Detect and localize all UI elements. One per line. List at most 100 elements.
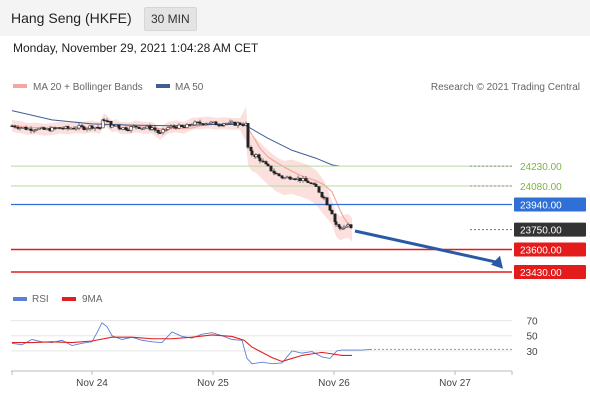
candle-body <box>317 186 321 193</box>
candle-body <box>158 132 162 134</box>
rsi-ma-line <box>12 334 352 363</box>
rsi-pane: 70 50 30 <box>11 317 538 365</box>
x-tick-label: Nov 27 <box>439 378 471 389</box>
candle-body <box>338 226 342 229</box>
level-label: 23940.00 <box>520 201 562 212</box>
legend-swatch-rsi <box>13 297 27 301</box>
candle-body <box>26 128 30 131</box>
level-label: 23750.00 <box>520 226 562 237</box>
candle-body <box>21 126 25 129</box>
candle-body <box>238 122 242 125</box>
level-label: 24080.00 <box>520 182 562 193</box>
candle-body <box>342 226 346 229</box>
rsi-tick-label: 70 <box>526 317 538 328</box>
level-label: 23600.00 <box>520 246 562 257</box>
ma50-line <box>11 110 341 167</box>
candle-body <box>214 121 218 126</box>
candle-body <box>220 124 224 127</box>
candle-body <box>166 127 170 130</box>
candle-body <box>285 176 289 179</box>
candle-body <box>174 126 178 129</box>
candle-body <box>309 182 313 185</box>
forecast-arrow-line <box>354 229 500 265</box>
candle-body <box>61 127 65 130</box>
level-label: 24230.00 <box>520 162 562 173</box>
candle-body <box>102 119 106 122</box>
candle-body <box>93 126 97 129</box>
price-pane: 24230.00 24080.00 23940.00 23750.00 23600.00… <box>10 107 586 279</box>
candle-body <box>334 221 338 225</box>
candle-body <box>24 126 28 130</box>
candle-body <box>42 127 46 130</box>
candle-body <box>69 127 73 130</box>
candle-body <box>182 126 186 129</box>
candle-body <box>193 121 197 126</box>
legend-swatch-bollinger <box>13 84 27 88</box>
candle-body <box>85 128 89 130</box>
candle-body <box>177 124 181 129</box>
level-label: 23430.00 <box>520 268 562 279</box>
candle-body <box>90 125 94 129</box>
ma20-line <box>11 122 353 228</box>
candle-body <box>53 127 57 129</box>
candle-body <box>137 126 141 129</box>
candle-body <box>230 121 234 124</box>
x-axis: Nov 24 Nov 25 Nov 26 Nov 27 <box>11 371 513 389</box>
candle-body <box>209 121 213 124</box>
legend-bollinger: MA 20 + Bollinger Bands <box>33 82 143 93</box>
copyright-text: Research © 2021 Trading Central <box>431 82 580 93</box>
candle-body <box>314 183 318 187</box>
candle-body <box>272 170 276 174</box>
candle-body <box>274 172 278 175</box>
candle-body <box>164 129 168 131</box>
candle-body <box>190 124 194 127</box>
candle-body <box>34 129 38 131</box>
candle-body <box>114 124 118 127</box>
candle-body <box>58 127 62 129</box>
candle-body <box>225 123 229 125</box>
x-tick-label: Nov 25 <box>197 378 229 389</box>
candle-body <box>126 129 130 132</box>
candle-body <box>74 127 78 130</box>
candle-body <box>298 177 302 181</box>
candle-body <box>258 157 262 162</box>
candle-body <box>117 124 121 129</box>
candle-body <box>150 127 154 130</box>
forecast-arrow-head <box>491 255 503 269</box>
bollinger-band <box>12 107 352 242</box>
candle-body <box>264 161 268 165</box>
legend-ma50: MA 50 <box>175 82 204 93</box>
candle-body <box>106 120 110 123</box>
candle-body <box>322 196 326 199</box>
candle-body <box>161 129 165 133</box>
rsi-tick-label: 50 <box>526 332 538 343</box>
candle-body <box>98 127 102 129</box>
interval-button[interactable]: 30 MIN <box>144 7 197 31</box>
level-tag <box>514 265 586 279</box>
candle-body <box>233 121 237 126</box>
legend-rsi-ma: 9MA <box>82 294 103 305</box>
candle-body <box>269 165 273 172</box>
candle-body <box>261 160 265 163</box>
candle-body <box>254 154 258 157</box>
candle-body <box>29 128 33 131</box>
candle-body <box>134 125 138 128</box>
candle-body <box>349 224 353 229</box>
candle-body <box>206 122 210 125</box>
candle-body <box>180 124 184 128</box>
rsi-tick-label: 30 <box>526 347 538 358</box>
candle-body <box>304 178 308 182</box>
candle-body <box>293 178 297 180</box>
candle-body <box>246 123 250 148</box>
candle-body <box>280 175 284 179</box>
candle-body <box>328 204 332 211</box>
candle-body <box>82 126 86 130</box>
candle-body <box>306 180 310 184</box>
candle-body <box>325 197 329 206</box>
chart-datetime: Monday, November 29, 2021 1:04:28 AM CET <box>13 41 259 55</box>
candle-body <box>77 125 81 129</box>
candle-body <box>129 126 133 131</box>
candle-body <box>217 124 221 127</box>
level-tag <box>514 242 586 257</box>
candle-body <box>346 224 350 227</box>
